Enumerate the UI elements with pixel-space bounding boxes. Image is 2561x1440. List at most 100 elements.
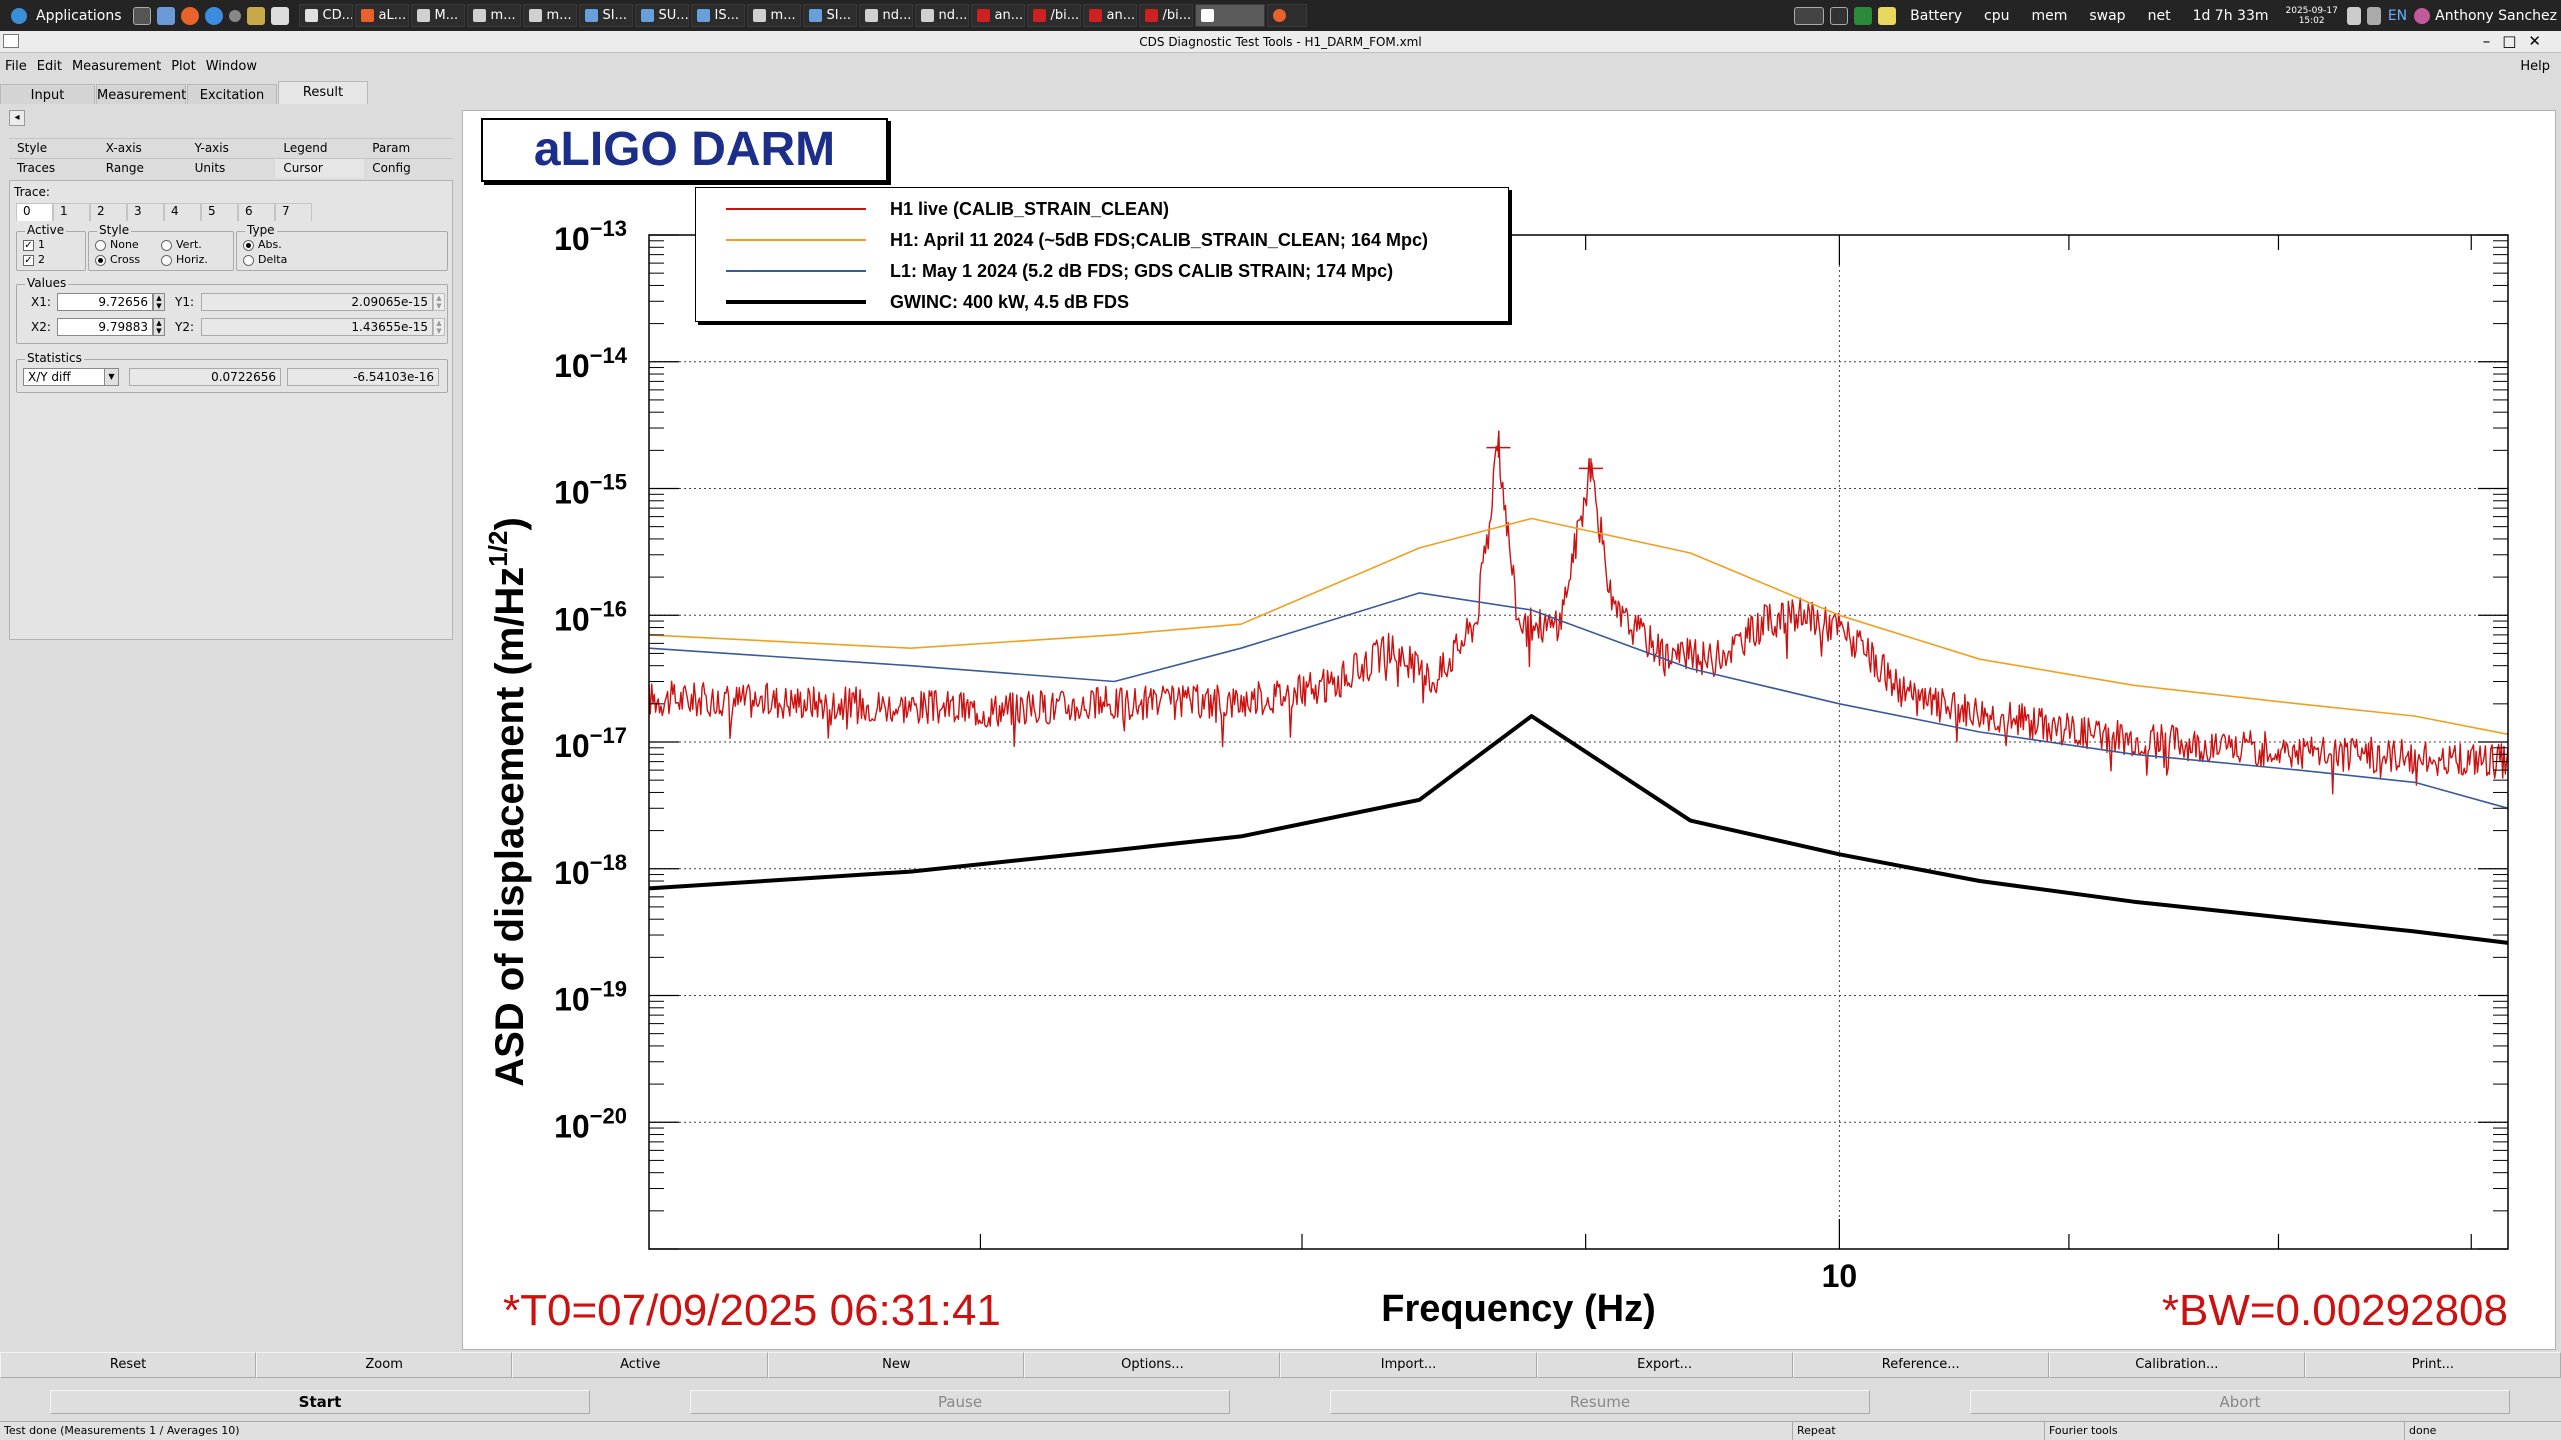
zoom-button[interactable]: Zoom (256, 1352, 513, 1378)
active-button[interactable]: Active (512, 1352, 769, 1378)
applications-menu[interactable]: Applications (0, 0, 130, 31)
subtab-legend[interactable]: Legend (275, 138, 365, 158)
subtab-style[interactable]: Style (9, 138, 98, 158)
firefox-task[interactable] (1266, 4, 1307, 27)
mem-monitor[interactable]: mem (2031, 7, 2068, 24)
active-2-checkbox[interactable]: ✓ 2 (23, 253, 45, 266)
user-name[interactable]: Anthony Sanchez (2435, 7, 2557, 24)
menu-measurement[interactable]: Measurement (71, 58, 162, 74)
options-button[interactable]: Options... (1024, 1352, 1281, 1378)
update-icon[interactable] (2346, 6, 2361, 25)
window-icon[interactable] (1830, 6, 1849, 25)
taskbar-task[interactable]: SI... (578, 4, 633, 27)
taskbar-task[interactable]: /bi... (1138, 4, 1193, 27)
terminal-icon[interactable] (132, 6, 151, 25)
cpu-monitor[interactable]: cpu (1984, 7, 2010, 24)
import-button[interactable]: Import... (1280, 1352, 1537, 1378)
legend-entry[interactable]: H1: April 11 2024 (~5dB FDS;CALIB_STRAIN… (696, 223, 1508, 257)
pause-button[interactable]: Pause (690, 1390, 1230, 1414)
style-vert-radio[interactable]: Vert. (161, 238, 202, 251)
folder-icon[interactable] (156, 6, 175, 25)
active-task[interactable] (1194, 4, 1265, 27)
menu-window[interactable]: Window (205, 58, 257, 74)
taskbar-task[interactable]: nd... (914, 4, 969, 27)
trace-tab[interactable]: 3 (127, 203, 164, 221)
window-controls[interactable]: –□✕ (2483, 32, 2553, 50)
network-icon[interactable] (2366, 6, 2381, 25)
window-menu-icon[interactable] (3, 34, 19, 48)
monitor-icon[interactable] (1794, 6, 1825, 25)
taskbar-task[interactable]: nd... (858, 4, 913, 27)
reference-button[interactable]: Reference... (1792, 1352, 2049, 1378)
notes-icon[interactable] (1878, 6, 1897, 25)
taskbar-task[interactable]: m... (522, 4, 577, 27)
taskbar-task[interactable]: CD... (298, 4, 353, 27)
trace-tab[interactable]: 0 (16, 203, 53, 221)
subtab-units[interactable]: Units (186, 158, 276, 178)
plot-legend[interactable]: H1 live (CALIB_STRAIN_CLEAN) H1: April 11… (695, 187, 1509, 322)
tab-result[interactable]: Result (278, 81, 368, 106)
menu-edit[interactable]: Edit (36, 58, 62, 74)
abort-button[interactable]: Abort (1970, 1390, 2510, 1414)
taskbar-task[interactable]: M... (410, 4, 465, 27)
active-1-checkbox[interactable]: ✓ 1 (23, 238, 45, 251)
asd-chart[interactable]: 10−1310−1410−1510−1610−1710−1810−1910−20… (463, 111, 2556, 1350)
subtab-config[interactable]: Config (364, 158, 453, 178)
export-button[interactable]: Export... (1536, 1352, 1793, 1378)
subtab-traces[interactable]: Traces (9, 158, 98, 178)
taskbar-task[interactable]: an... (1082, 4, 1137, 27)
menu-plot[interactable]: Plot (171, 58, 196, 74)
taskbar-task[interactable]: an... (970, 4, 1025, 27)
keyboard-layout[interactable]: EN (2387, 7, 2408, 24)
trace-tab[interactable]: 1 (53, 203, 90, 221)
chrome-icon[interactable] (204, 6, 223, 25)
trace-tab[interactable]: 7 (275, 203, 312, 221)
taskbar-task[interactable]: m... (466, 4, 521, 27)
taskbar-task[interactable]: IS... (690, 4, 745, 27)
subtab-x-axis[interactable]: X-axis (97, 138, 187, 158)
tab-input[interactable]: Input (0, 84, 95, 106)
legend-entry[interactable]: GWINC: 400 kW, 4.5 dB FDS (696, 285, 1508, 319)
firefox-icon[interactable] (180, 6, 199, 25)
legend-entry[interactable]: L1: May 1 2024 (5.2 dB FDS; GDS CALIB ST… (696, 254, 1508, 288)
trace-tab[interactable]: 6 (238, 203, 275, 221)
x2-spin-icon[interactable]: ▲ ▼ (153, 318, 165, 336)
x1-spin-icon[interactable]: ▲ ▼ (153, 293, 165, 311)
print-button[interactable]: Print... (2304, 1352, 2561, 1378)
taskbar-task[interactable]: aL... (354, 4, 409, 27)
subtab-y-axis[interactable]: Y-axis (186, 138, 276, 158)
calibration-button[interactable]: Calibration... (2048, 1352, 2305, 1378)
resume-button[interactable]: Resume (1330, 1390, 1870, 1414)
taskbar-task[interactable]: SI... (802, 4, 857, 27)
clock[interactable]: 2025-09-17 15:02 (2280, 6, 2344, 26)
tab-measurement[interactable]: Measurement (96, 84, 186, 106)
style-horiz-radio[interactable]: Horiz. (161, 253, 208, 266)
legend-entry[interactable]: H1 live (CALIB_STRAIN_CLEAN) (696, 192, 1508, 226)
reset-button[interactable]: Reset (0, 1352, 257, 1378)
subtab-range[interactable]: Range (97, 158, 187, 178)
user-avatar-icon[interactable] (2414, 7, 2431, 24)
editor-icon[interactable] (270, 6, 289, 25)
taskbar-task[interactable]: m... (746, 4, 801, 27)
type-delta-radio[interactable]: Delta (243, 253, 287, 266)
trace-tab[interactable]: 2 (90, 203, 127, 221)
taskbar-task[interactable]: /bi... (1026, 4, 1081, 27)
battery-label[interactable]: Battery (1910, 7, 1962, 24)
taskbar-task[interactable]: SU... (634, 4, 689, 27)
close-icon[interactable]: ✕ (2528, 32, 2553, 50)
menu-file[interactable]: File (5, 58, 27, 74)
start-button[interactable]: Start (50, 1390, 590, 1414)
tab-excitation[interactable]: Excitation (187, 84, 277, 106)
files-icon[interactable] (246, 6, 265, 25)
subtab-param[interactable]: Param (364, 138, 453, 158)
window-titlebar[interactable]: CDS Diagnostic Test Tools - H1_DARM_FOM.… (0, 31, 2561, 53)
style-cross-radio[interactable]: Cross (95, 253, 140, 266)
x2-input[interactable]: 9.79883 (57, 318, 153, 336)
menu-help[interactable]: Help (2520, 58, 2550, 74)
workspace-icon[interactable] (1854, 6, 1873, 25)
statistics-mode-select[interactable]: X/Y diff ▼ (23, 368, 119, 386)
type-abs-radio[interactable]: Abs. (243, 238, 282, 251)
minimize-icon[interactable]: – (2482, 32, 2503, 50)
subtab-cursor[interactable]: Cursor (275, 158, 365, 178)
swap-monitor[interactable]: swap (2089, 7, 2126, 24)
